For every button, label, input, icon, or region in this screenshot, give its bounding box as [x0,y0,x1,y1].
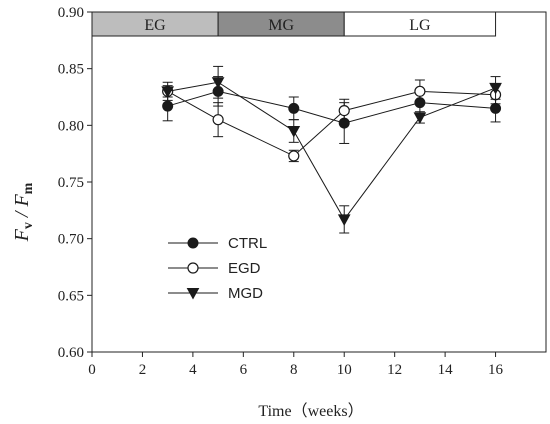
legend-marker-egd [187,262,199,274]
x-tick-label: 14 [438,362,454,378]
legend-marker-mgd [186,288,200,300]
x-tick-label: 2 [139,362,147,378]
stage-bands: EG MG LG [91,11,497,37]
y-tick-label: 0.60 [58,345,84,361]
y-axis-title: Fv / Fm [11,182,36,242]
x-tick-label: 8 [290,362,298,378]
legend-marker-ctrl [187,237,199,249]
data-point-egd [288,150,300,162]
stage-band-mg [217,11,345,37]
x-tick-label: 6 [240,362,248,378]
y-tick-label: 0.65 [58,288,84,304]
y-axis-title-m: m [21,182,36,194]
x-tick-label: 16 [488,362,504,378]
y-tick-label: 0.85 [58,62,84,78]
y-axis-title-sep: / F [11,194,33,223]
legend: CTRL EGD MGD [168,235,267,302]
series-line-egd [167,90,496,157]
x-tick-label: 10 [337,362,352,378]
y-tick-label: 0.90 [58,5,84,21]
series-line-mgd [167,81,496,221]
y-axis-ticks: 0.60 0.65 0.70 0.75 0.80 0.85 0.90 [58,5,92,361]
series-line-ctrl [167,90,496,124]
x-tick-label: 0 [88,362,96,378]
series-layer [161,65,502,234]
data-point-egd [414,85,426,97]
data-point-egd [212,114,224,126]
y-axis-title-v: v [21,222,36,229]
data-point-ctrl [288,102,300,114]
data-point-mgd [489,82,502,95]
stage-band-label: EG [144,17,166,34]
legend-label-egd: EGD [228,260,261,277]
x-axis-title: Time（weeks） [258,402,363,420]
y-tick-label: 0.70 [58,232,84,248]
data-point-ctrl [490,102,502,114]
data-point-mgd [161,86,175,98]
legend-label-ctrl: CTRL [228,235,267,252]
x-axis-ticks: 0 2 4 6 8 10 12 14 16 [88,352,504,378]
x-tick-label: 12 [387,362,402,378]
data-point-egd [338,104,350,117]
series-mgd [161,65,502,234]
data-point-mgd [413,112,427,124]
y-tick-label: 0.80 [58,118,84,134]
legend-label-mgd: MGD [228,285,263,302]
y-axis-title-f: F [11,228,33,242]
y-tick-label: 0.75 [58,175,84,191]
series-ctrl [162,76,502,144]
plot-frame [91,11,547,353]
data-point-mgd [287,126,301,138]
data-point-mgd [211,77,225,89]
data-point-ctrl [162,100,174,112]
stage-band-label: MG [268,17,294,34]
stage-band-label: LG [409,17,431,34]
data-point-mgd [337,214,351,226]
x-tick-label: 4 [189,362,197,378]
